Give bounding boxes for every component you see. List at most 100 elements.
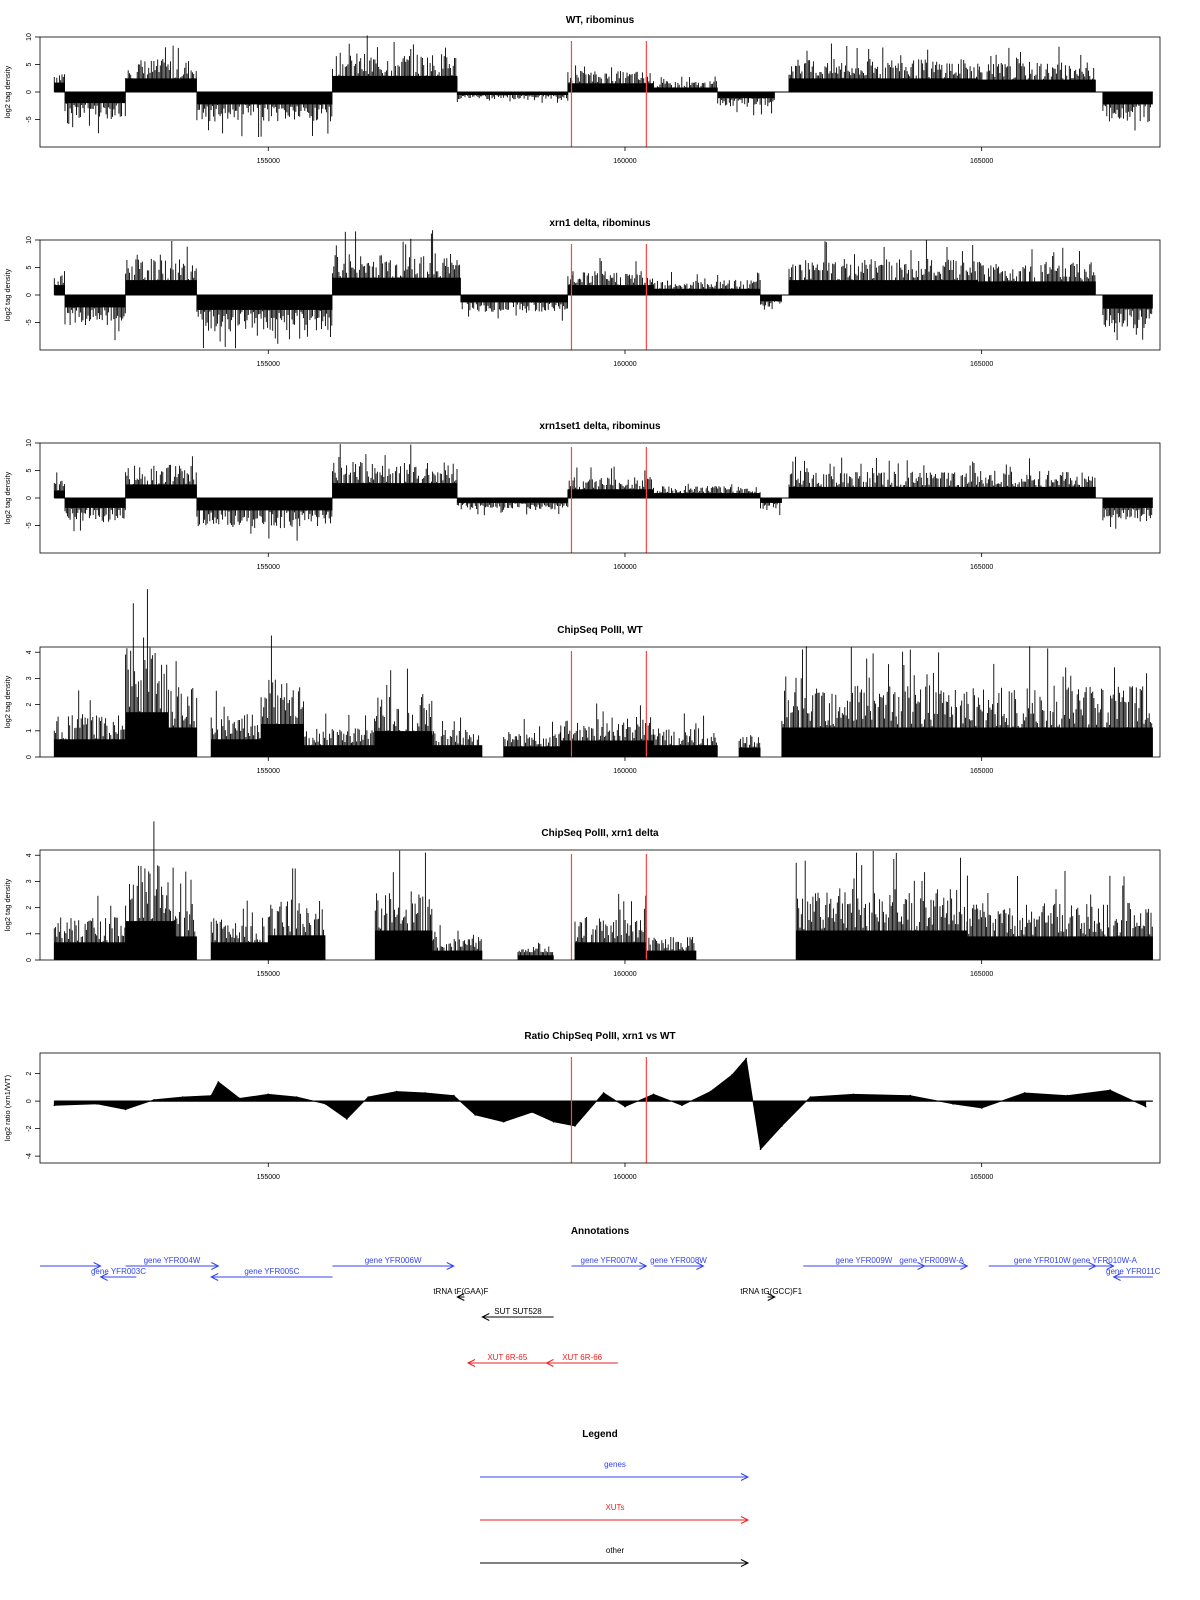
data-bar-fill — [175, 936, 197, 960]
feature-arrow: gene YFR009W-A — [896, 1256, 969, 1270]
feature-label: tRNA tF(GAA)F — [433, 1287, 488, 1296]
data-bar-fill — [653, 745, 718, 757]
data-bar-fill — [653, 87, 718, 92]
data-segment — [977, 247, 1096, 295]
y-tick-label: -4 — [26, 1153, 33, 1159]
y-tick-label: 0 — [26, 755, 33, 759]
arrow-head — [456, 1293, 465, 1301]
arrow-head — [696, 1262, 705, 1270]
data-segment — [653, 272, 761, 295]
data-point — [809, 1096, 812, 1098]
arrow-head — [481, 1313, 490, 1321]
feature-label: XUT 6R-65 — [487, 1353, 527, 1362]
x-tick-label: 155000 — [257, 564, 280, 571]
data-bar-fill — [375, 731, 433, 757]
data-point — [53, 1104, 56, 1107]
series-marks — [53, 230, 1153, 349]
feature-arrow — [40, 1262, 102, 1270]
data-segment — [1102, 295, 1153, 341]
plot-frame — [39, 1052, 1161, 1164]
panel-title: Ratio ChipSeq PolII, xrn1 vs WT — [524, 1031, 675, 1042]
data-bar-fill — [303, 745, 376, 757]
data-bar-fill — [65, 295, 126, 308]
y-axis-label: log2 tag density — [3, 268, 12, 321]
y-tick-label: 0 — [26, 90, 33, 94]
series-marks — [53, 821, 1153, 961]
data-segment — [653, 713, 718, 757]
arrow-head — [740, 1516, 750, 1524]
y-tick-label: 2 — [26, 703, 33, 707]
x-tick-label: 165000 — [970, 1174, 993, 1181]
data-bar-fill — [332, 277, 461, 295]
data-bar-fill — [54, 82, 65, 92]
y-axis-label: log2 tag density — [3, 65, 12, 118]
data-point — [681, 1104, 683, 1107]
data-bar-fill — [332, 483, 458, 498]
x-tick-label: 155000 — [257, 361, 280, 368]
data-segment — [64, 498, 126, 532]
arrow-head — [767, 1293, 776, 1301]
data-bar-fill — [196, 92, 333, 105]
y-axis-label: log2 ratio (xrn1/WT) — [3, 1074, 12, 1141]
y-tick-label: 3 — [26, 879, 33, 883]
y-tick-label: 4 — [26, 853, 33, 857]
track-panel-2: xrn1 delta, ribominus log2 tag density -5 0… — [3, 218, 1161, 368]
data-bar-fill — [125, 78, 197, 92]
data-segment — [64, 295, 126, 341]
data-point — [652, 1093, 655, 1096]
data-bar-fill — [796, 930, 968, 960]
feature-label: SUT SUT528 — [494, 1307, 542, 1316]
data-segment — [303, 713, 376, 757]
arrow-head — [545, 1359, 554, 1367]
data-bar-fill — [125, 921, 176, 960]
data-bar-fill — [54, 739, 126, 757]
data-point — [1023, 1092, 1026, 1094]
data-segment — [374, 850, 433, 960]
arrow-head — [210, 1273, 219, 1281]
data-point — [552, 1121, 555, 1123]
arrow-head — [740, 1473, 750, 1481]
data-segment — [760, 498, 782, 516]
y-tick-label: 0 — [26, 293, 33, 297]
series-marks — [53, 444, 1153, 541]
data-bar-fill — [646, 950, 697, 960]
data-bar-fill — [125, 280, 197, 295]
y-axis-label: log2 tag density — [3, 675, 12, 728]
feature-arrow: gene YFR008W — [650, 1256, 707, 1270]
x-tick-label: 155000 — [257, 768, 280, 775]
data-point — [852, 1093, 854, 1096]
feature-label: gene YFR004W — [144, 1256, 201, 1265]
data-point — [346, 1118, 348, 1120]
data-segment — [567, 65, 654, 92]
data-segment — [196, 92, 333, 137]
y-tick-label: -5 — [26, 522, 33, 528]
series-marks — [53, 1057, 1153, 1151]
data-bar-fill — [978, 486, 1096, 498]
data-bar-fill — [65, 498, 126, 508]
data-bar-fill — [760, 295, 782, 302]
y-tick-label: 10 — [26, 33, 33, 41]
track-panel-1: WT, ribominus log2 tag density -5 0 5 10 15500… — [3, 15, 1161, 165]
feature-label: gene YFR011C — [1106, 1267, 1161, 1276]
data-point — [781, 1125, 783, 1127]
data-segment — [795, 850, 968, 960]
data-segment — [125, 821, 176, 960]
panel-title: xrn1set1 delta, ribominus — [539, 421, 661, 432]
data-point — [624, 1105, 626, 1108]
data-point — [909, 1094, 912, 1097]
data-point — [1144, 1105, 1147, 1108]
data-segment — [53, 271, 65, 295]
x-tick-label: 160000 — [613, 564, 636, 571]
data-bar-fill — [567, 285, 654, 295]
x-tick-label: 160000 — [613, 1174, 636, 1181]
data-segment — [645, 928, 697, 960]
data-point — [217, 1081, 220, 1083]
data-point — [952, 1103, 954, 1105]
y-axis-label: log2 tag density — [3, 878, 12, 931]
y-tick-label: 0 — [26, 958, 33, 962]
data-segment — [210, 900, 269, 960]
data-bar-fill — [967, 936, 1153, 960]
data-bar-fill — [789, 486, 978, 498]
data-segment — [574, 893, 647, 960]
